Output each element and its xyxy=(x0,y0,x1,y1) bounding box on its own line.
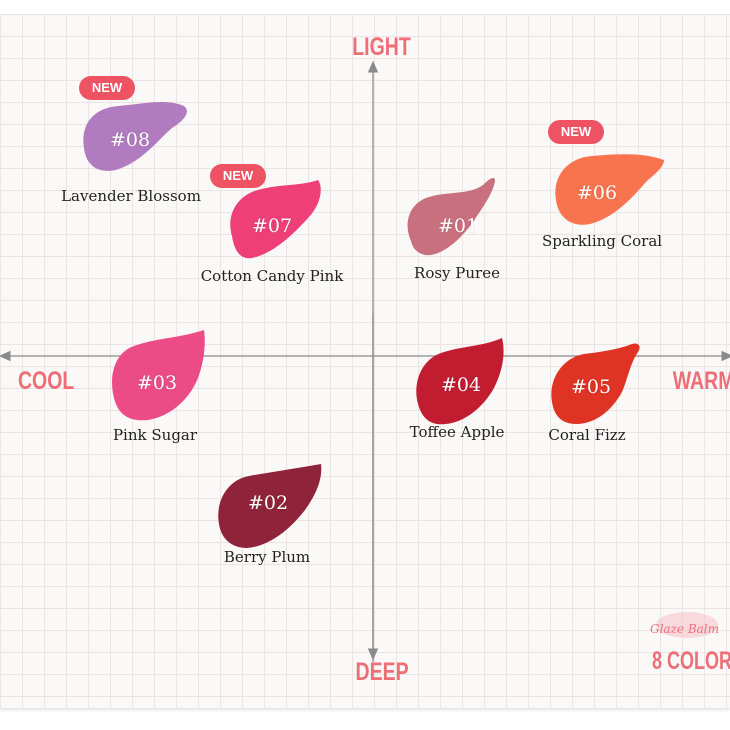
swatch-03 xyxy=(108,328,208,423)
shade-code-06: #06 xyxy=(577,182,618,204)
new-badge-06: NEW xyxy=(548,120,604,144)
shade-code-05: #05 xyxy=(571,376,612,398)
swatch-02 xyxy=(215,462,325,550)
swatch-shape-01 xyxy=(407,178,495,256)
swatch-shape-05 xyxy=(551,343,640,424)
brand-color-count: 8 COLORS xyxy=(652,647,730,675)
shade-name-08: Lavender Blossom xyxy=(61,187,201,205)
swatch-shape-08 xyxy=(83,101,187,171)
swatch-shape-06 xyxy=(555,154,664,225)
swatch-06 xyxy=(552,150,667,230)
shade-code-01: #01 xyxy=(438,215,479,237)
swatch-07 xyxy=(226,180,326,262)
shade-name-01: Rosy Puree xyxy=(414,264,500,282)
swatch-01 xyxy=(403,175,498,260)
shade-code-02: #02 xyxy=(248,492,289,514)
axis-label-light: LIGHT xyxy=(352,33,411,61)
axis-label-deep: DEEP xyxy=(355,658,409,686)
swatch-08 xyxy=(80,100,190,175)
axis-label-warm: WARM xyxy=(672,367,730,395)
shade-code-03: #03 xyxy=(137,372,178,394)
swatch-shape-03 xyxy=(112,330,205,421)
swatch-shape-02 xyxy=(218,464,322,548)
new-badge-07: NEW xyxy=(210,164,266,188)
shade-code-07: #07 xyxy=(252,215,293,237)
shade-name-06: Sparkling Coral xyxy=(541,232,663,250)
shade-code-04: #04 xyxy=(441,374,482,396)
swatch-shape-07 xyxy=(230,180,321,259)
shade-name-02: Berry Plum xyxy=(223,548,311,566)
shade-name-03: Pink Sugar xyxy=(112,426,198,444)
shade-name-04: Toffee Apple xyxy=(409,423,505,441)
axis-label-cool: COOL xyxy=(17,367,75,395)
brand-logo-shape xyxy=(656,612,718,638)
swatch-05 xyxy=(548,342,644,427)
shade-name-05: Coral Fizz xyxy=(548,426,626,444)
brand-product-name: Glaze Balm xyxy=(650,622,720,636)
swatch-04 xyxy=(412,338,507,428)
new-badge-08: NEW xyxy=(79,76,135,100)
shade-name-07: Cotton Candy Pink xyxy=(200,267,344,285)
swatch-shape-04 xyxy=(416,338,504,425)
shade-code-08: #08 xyxy=(110,129,151,151)
